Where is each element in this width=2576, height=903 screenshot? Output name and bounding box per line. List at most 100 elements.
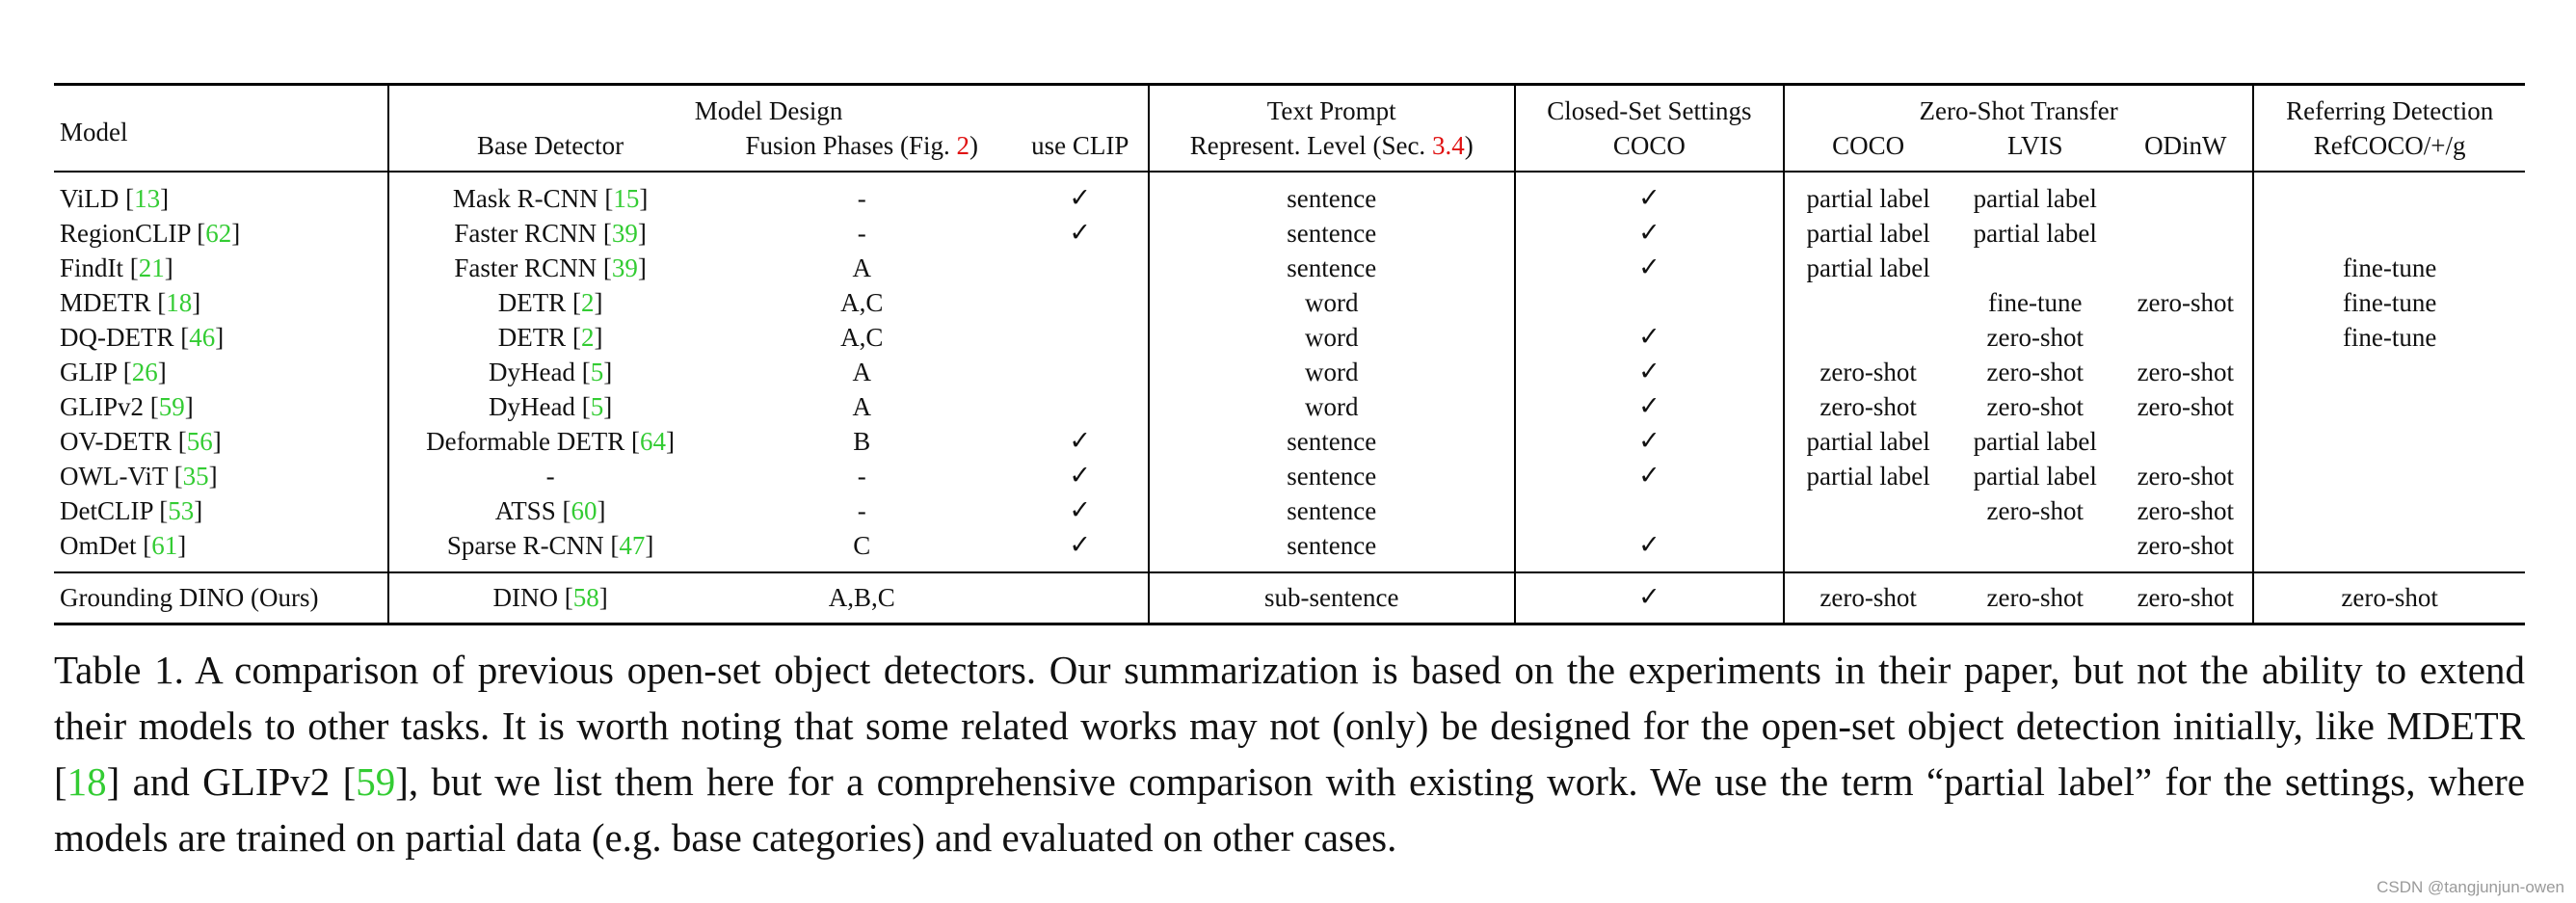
cell-closed: ✓ [1513,572,1785,624]
table-body: ViLD [13] Mask R-CNN [15] - ✓ sentence ✓ parti… [54,172,2525,572]
citation-link[interactable]: 13 [134,184,161,213]
table-row-ours: Grounding DINO (Ours) DINO [58] A,B,C su… [54,572,2525,624]
cell-closed [1513,493,1785,528]
cell-closed: ✓ [1513,172,1785,216]
cell-model: MDETR [18] [60,288,201,317]
cell-lvis: zero-shot [1986,323,2084,352]
cell-clip: ✓ [1069,183,1092,213]
table-row: OmDet [61] Sparse R-CNN [47] C ✓ sentence ✓ ze… [54,528,2525,572]
table-row: OWL-ViT [35] - - ✓ sentence ✓ partial label par… [54,459,2525,493]
cell-fusion: C [853,531,871,560]
cell-odinw: zero-shot [2137,462,2235,491]
citation-link[interactable]: 21 [138,253,165,282]
table-footer: Grounding DINO (Ours) DINO [58] A,B,C su… [54,572,2525,624]
cell-fusion: - [857,462,866,491]
citation-link[interactable]: 26 [131,358,158,386]
citation-link[interactable]: 39 [611,219,638,248]
cell-closed: ✓ [1513,216,1785,251]
cell-coco: zero-shot [1783,389,1952,424]
cell-base: Faster RCNN [39] [387,216,711,251]
cell-clip: ✓ [1069,218,1092,248]
cell-odinw: zero-shot [2137,288,2235,317]
col-zs-coco: COCO [1783,128,1952,172]
citation-link[interactable]: 47 [619,531,646,560]
cell-odinw [2118,320,2253,355]
caption-ref-mdetr[interactable]: 18 [66,759,107,804]
cell-clip [1013,285,1149,320]
cell-ref [2252,216,2525,251]
cell-odinw: zero-shot [2137,531,2235,560]
table-row: RegionCLIP [62] Faster RCNN [39] - ✓ sentenc… [54,216,2525,251]
col-zs-odinw: ODinW [2144,131,2227,160]
cell-model: OWL-ViT [35] [60,462,218,491]
header-row-columns: Base Detector Fusion Phases (Fig. 2) use… [54,128,2525,172]
cell-closed: ✓ [1513,251,1785,285]
table-caption: Table 1. A comparison of previous open-s… [54,648,2525,860]
cell-ref [2252,355,2525,389]
cell-lvis: partial label [1973,184,2097,213]
cell-level: sentence [1147,493,1515,528]
cell-base: DyHead [5] [387,389,711,424]
cell-base: ATSS [60] [387,493,711,528]
citation-link[interactable]: 64 [640,427,667,456]
cell-odinw: zero-shot [2137,358,2235,386]
citation-link[interactable]: 18 [166,288,193,317]
cell-closed: ✓ [1513,320,1785,355]
col-group-zero-shot: Zero-Shot Transfer [1783,84,2254,128]
citation-link[interactable]: 5 [590,392,604,421]
cell-level: sentence [1147,172,1515,216]
cell-ref: fine-tune [2252,285,2525,320]
cell-lvis: partial label [1973,462,2097,491]
cell-base: DETR [2] [387,285,711,320]
cell-ref [2252,424,2525,459]
citation-link[interactable]: 61 [151,531,178,560]
citation-link[interactable]: 59 [158,392,185,421]
cell-ref [2252,528,2525,572]
cell-odinw: zero-shot [2137,583,2235,612]
citation-link[interactable]: 2 [580,288,595,317]
cell-coco [1783,528,1952,572]
cell-fusion: A [852,358,872,386]
header-row-groups: Model Model Design Text Prompt Closed-Se… [54,84,2525,146]
caption-ref-glipv2[interactable]: 59 [356,759,396,804]
cell-lvis: partial label [1973,219,2097,248]
col-group-model-design: Model Design [387,84,1149,128]
citation-link[interactable]: 46 [189,323,216,352]
table-row: ViLD [13] Mask R-CNN [15] - ✓ sentence ✓ parti… [54,172,2525,216]
cell-level: sentence [1147,216,1515,251]
cell-model: FindIt [21] [60,253,173,282]
comparison-table-container: Model Model Design Text Prompt Closed-Se… [54,83,2525,625]
citation-link[interactable]: 2 [580,323,595,352]
cell-ref: zero-shot [2252,572,2525,624]
citation-link[interactable]: 56 [186,427,213,456]
cell-odinw: zero-shot [2137,496,2235,525]
citation-link[interactable]: 60 [571,496,598,525]
cell-clip [1013,251,1149,285]
cell-base: DINO [58] [387,572,711,624]
cell-model: OmDet [61] [60,531,187,560]
citation-link[interactable]: 35 [182,462,209,491]
cell-model: RegionCLIP [62] [60,219,241,248]
citation-link[interactable]: 39 [611,253,638,282]
cell-ref [2252,389,2525,424]
col-represent-level: Represent. Level (Sec. 3.4) [1147,128,1515,172]
cell-base: - [387,459,711,493]
citation-link[interactable]: 5 [590,358,604,386]
citation-link[interactable]: 53 [168,496,195,525]
cell-coco [1783,493,1952,528]
cell-level: word [1147,355,1515,389]
citation-link[interactable]: 62 [205,219,232,248]
cell-closed: ✓ [1513,459,1785,493]
cell-coco: partial label [1783,172,1952,216]
cell-lvis: partial label [1973,427,2097,456]
cell-model: DetCLIP [53] [60,496,203,525]
cell-coco: zero-shot [1783,572,1952,624]
cell-fusion: - [857,219,866,248]
citation-link[interactable]: 15 [613,184,640,213]
cell-ref: fine-tune [2252,320,2525,355]
cell-fusion: A,C [840,288,884,317]
cell-lvis: zero-shot [1986,496,2084,525]
